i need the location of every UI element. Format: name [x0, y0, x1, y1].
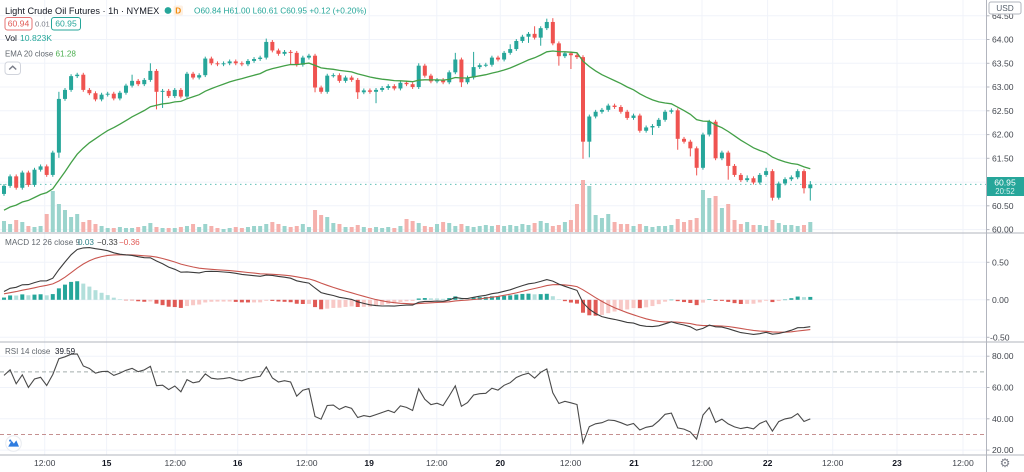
svg-text:O60.84 H61.00 L60.61 C60.95 +0: O60.84 H61.00 L60.61 C60.95 +0.12 (+0.20… [194, 5, 367, 15]
svg-text:39.59: 39.59 [55, 347, 76, 356]
svg-text:63.00: 63.00 [992, 82, 1014, 92]
svg-text:22: 22 [763, 458, 773, 468]
svg-text:60.50: 60.50 [992, 201, 1014, 211]
svg-text:63.50: 63.50 [992, 58, 1014, 68]
svg-text:−0.36: −0.36 [119, 238, 140, 247]
svg-text:20.00: 20.00 [992, 445, 1014, 455]
svg-text:62.50: 62.50 [992, 106, 1014, 116]
svg-text:19: 19 [364, 458, 374, 468]
svg-text:60.94: 60.94 [8, 19, 30, 29]
svg-text:12:00: 12:00 [426, 458, 448, 468]
svg-text:⚙: ⚙ [1000, 456, 1011, 470]
svg-text:−0.33: −0.33 [97, 238, 118, 247]
svg-text:10.823K: 10.823K [20, 33, 52, 43]
svg-text:21: 21 [629, 458, 639, 468]
svg-text:RSI 14 close: RSI 14 close [5, 347, 51, 356]
svg-text:Light Crude Oil Futures · 1h ·: Light Crude Oil Futures · 1h · NYMEX [5, 6, 159, 16]
svg-text:-0.50: -0.50 [990, 332, 1010, 342]
svg-text:23: 23 [892, 458, 902, 468]
svg-text:60.00: 60.00 [992, 225, 1014, 235]
svg-text:MACD 12 26 close 9: MACD 12 26 close 9 [5, 238, 81, 247]
svg-text:62.00: 62.00 [992, 130, 1014, 140]
svg-text:0.50: 0.50 [992, 257, 1009, 267]
svg-text:12:00: 12:00 [691, 458, 713, 468]
svg-text:64.50: 64.50 [992, 11, 1014, 21]
svg-text:0.00: 0.00 [992, 295, 1009, 305]
svg-text:USD: USD [996, 3, 1014, 13]
svg-text:0.01: 0.01 [35, 20, 50, 29]
svg-text:Vol: Vol [5, 33, 17, 43]
svg-text:20:52: 20:52 [995, 187, 1015, 196]
svg-text:12:00: 12:00 [296, 458, 318, 468]
svg-text:61.50: 61.50 [992, 153, 1014, 163]
svg-text:15: 15 [102, 458, 112, 468]
svg-text:60.00: 60.00 [992, 383, 1014, 393]
svg-text:20: 20 [496, 458, 506, 468]
svg-text:16: 16 [233, 458, 243, 468]
svg-text:12:00: 12:00 [822, 458, 844, 468]
svg-text:0.03: 0.03 [78, 238, 94, 247]
svg-text:40.00: 40.00 [992, 414, 1014, 424]
svg-text:60.95: 60.95 [55, 19, 77, 29]
svg-text:EMA 20 close: EMA 20 close [5, 50, 54, 59]
svg-text:12:00: 12:00 [164, 458, 186, 468]
svg-text:12:00: 12:00 [952, 458, 974, 468]
svg-text:64.00: 64.00 [992, 35, 1014, 45]
svg-text:60.95: 60.95 [994, 178, 1016, 188]
svg-text:12:00: 12:00 [560, 458, 582, 468]
svg-text:12:00: 12:00 [34, 458, 56, 468]
svg-text:61.28: 61.28 [56, 50, 77, 59]
svg-text:80.00: 80.00 [992, 351, 1014, 361]
svg-text:D: D [175, 6, 181, 15]
